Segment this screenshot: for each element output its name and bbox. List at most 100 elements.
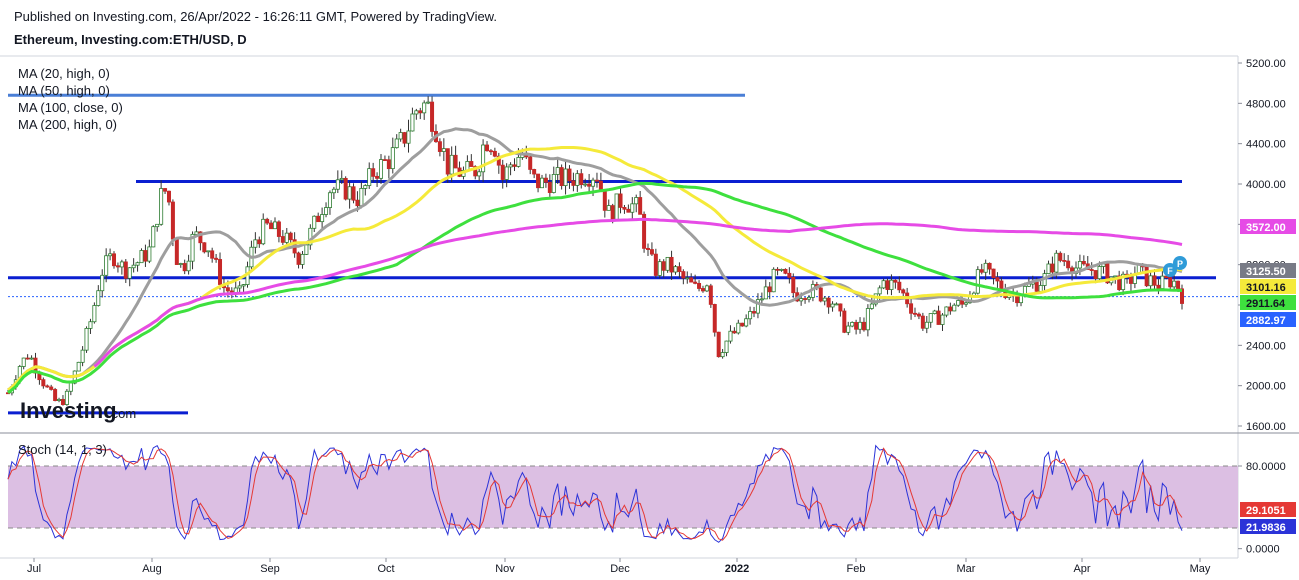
candle-body — [606, 205, 611, 211]
candle-body — [355, 199, 360, 207]
candle-body — [610, 205, 615, 221]
stoch-label-value: 21.9836 — [1246, 522, 1286, 534]
candle-body — [634, 197, 639, 205]
time-tick-label: Nov — [495, 563, 515, 575]
candle-body — [426, 101, 431, 104]
candle-body — [873, 293, 878, 305]
candle-body — [630, 203, 635, 213]
stoch-line — [7, 444, 1183, 543]
candle-body — [1089, 269, 1094, 271]
candle-body — [736, 322, 741, 334]
support-resistance-lines[interactable] — [8, 93, 1216, 415]
candle-body — [555, 167, 560, 175]
candle-body — [724, 340, 729, 353]
candle-body — [367, 168, 372, 186]
candle-body — [21, 357, 26, 367]
candle-body — [473, 166, 478, 177]
candle-body — [693, 281, 698, 284]
candle-body — [775, 268, 780, 271]
candle-body — [822, 297, 827, 302]
candle-body — [284, 232, 289, 243]
candle-body — [1180, 288, 1185, 304]
candle-body — [477, 171, 482, 177]
candle-body — [100, 274, 105, 292]
marker-f-icon[interactable] — [1163, 263, 1177, 277]
price-tick-label: 4400.00 — [1246, 139, 1286, 151]
candle-body — [300, 253, 305, 265]
candle-body — [975, 269, 980, 294]
candle-body — [846, 325, 851, 333]
candle-body — [123, 261, 128, 279]
candle-body — [787, 272, 792, 278]
candle-body — [948, 306, 953, 312]
candle-body — [190, 233, 195, 262]
candle-body — [359, 188, 364, 207]
candle-body — [96, 290, 101, 306]
candle-body — [842, 310, 847, 333]
candle-body — [850, 322, 855, 327]
candle-body — [316, 215, 321, 223]
candle-body — [543, 177, 548, 183]
candle-body — [885, 280, 890, 290]
candle-body — [783, 268, 788, 274]
candle-body — [155, 223, 160, 228]
candle-body — [1034, 281, 1039, 292]
candle-body — [803, 298, 808, 300]
candle-body — [865, 308, 870, 331]
candle-body — [339, 177, 344, 181]
candle-body — [649, 249, 654, 255]
candle-body — [422, 102, 427, 114]
candle-body — [174, 238, 179, 265]
candle-body — [335, 179, 340, 190]
candle-body — [496, 155, 501, 166]
candle-body — [889, 279, 894, 290]
candle-body — [536, 173, 541, 189]
candle-body — [49, 386, 54, 390]
time-tick-label: Mar — [957, 563, 976, 575]
candle-body — [60, 398, 65, 405]
candle-body — [151, 226, 156, 248]
candle-body — [1121, 273, 1126, 291]
candle-body — [382, 159, 387, 161]
candle-body — [618, 193, 623, 208]
candle-body — [1081, 261, 1086, 265]
candle-body — [508, 164, 513, 168]
candle-body — [135, 262, 140, 266]
candle-body — [551, 174, 556, 193]
ma-line — [7, 127, 1183, 392]
candle-body — [445, 148, 450, 175]
candle-body — [720, 352, 725, 358]
candle-body — [579, 173, 584, 185]
candle-body — [940, 314, 945, 325]
candle-body — [830, 303, 835, 308]
candle-body — [716, 331, 721, 358]
candle-body — [272, 221, 277, 230]
candle-body — [661, 261, 666, 271]
candle-body — [237, 285, 242, 289]
price-label-box — [1240, 219, 1296, 234]
candle-body — [280, 236, 285, 243]
candle-body — [504, 166, 509, 180]
candle-body — [119, 261, 124, 268]
event-markers[interactable]: F P — [1163, 256, 1187, 277]
candle-body — [331, 188, 336, 194]
candle-body — [210, 250, 215, 259]
candle-body — [1144, 266, 1149, 287]
stoch-label-box — [1240, 519, 1296, 534]
marker-p-icon[interactable] — [1173, 256, 1187, 270]
candle-body — [1164, 275, 1169, 279]
candle-body — [669, 256, 674, 273]
price-tick-label: 4000.00 — [1246, 179, 1286, 191]
candle-body — [685, 277, 690, 280]
candle-body — [351, 186, 356, 201]
time-tick-label: Sep — [260, 563, 280, 575]
candle-body — [375, 175, 380, 179]
stoch-line — [7, 447, 1183, 541]
candle-body — [1097, 266, 1102, 280]
candle-body — [45, 385, 50, 388]
candle-body — [571, 180, 576, 186]
candle-body — [312, 215, 317, 229]
candle-body — [567, 168, 572, 182]
stoch-label-box — [1240, 502, 1296, 517]
